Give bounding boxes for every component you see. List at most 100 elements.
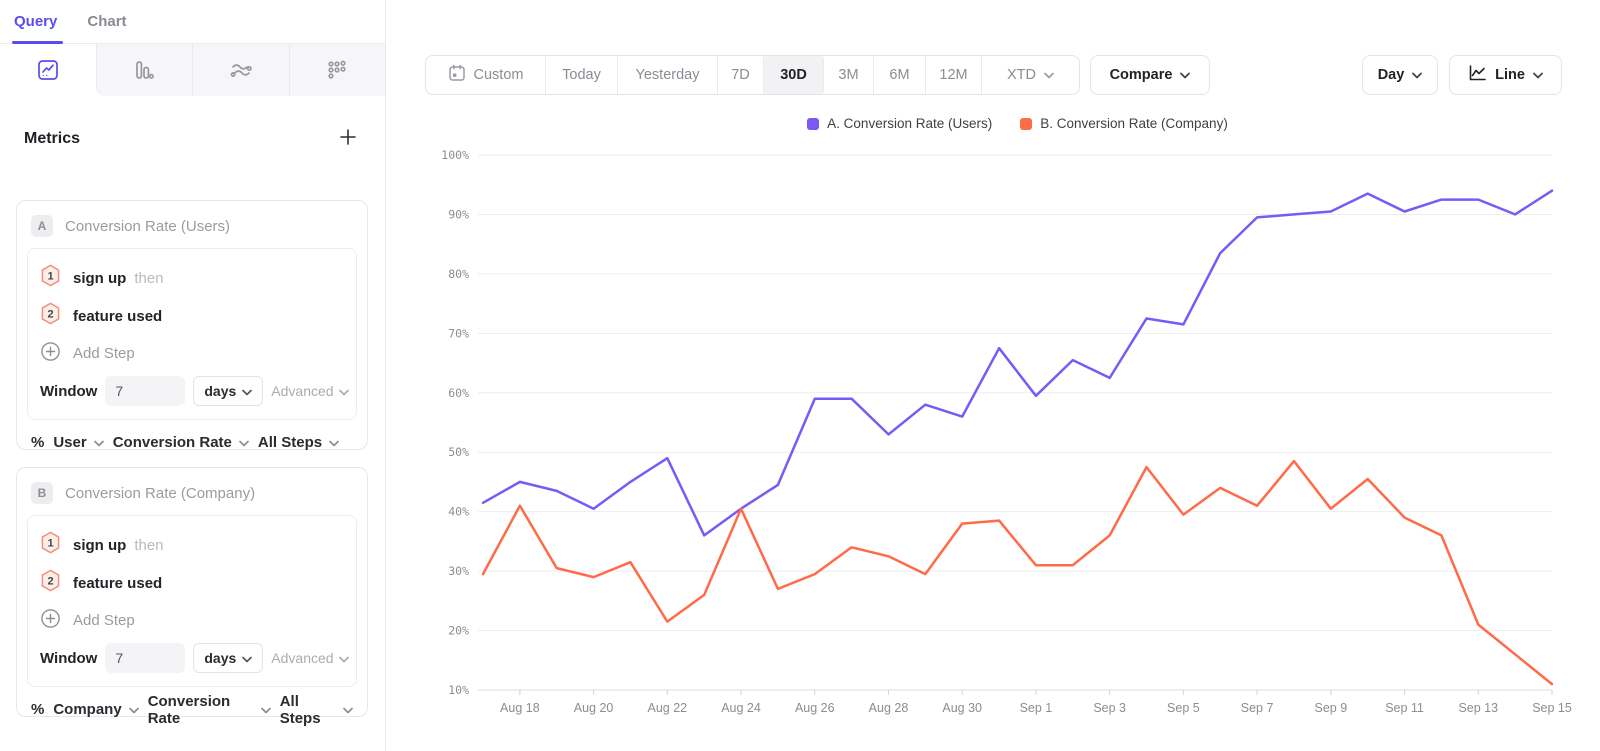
y-axis-tick-label: 10% <box>448 683 469 697</box>
measure-row: % User Conversion Rate All Steps <box>17 420 367 465</box>
window-unit-dropdown[interactable]: days <box>193 643 264 673</box>
svg-text:2: 2 <box>47 575 53 587</box>
line-chart-icon <box>1468 64 1487 86</box>
funnel-step-2[interactable]: 2 feature used <box>40 297 344 335</box>
circle-plus-icon <box>40 341 61 367</box>
percent-icon: % <box>31 701 45 718</box>
measure-entity-dropdown[interactable]: User <box>53 434 104 451</box>
view-tab-funnel[interactable] <box>95 44 192 96</box>
range-yesterday[interactable]: Yesterday <box>618 56 718 94</box>
range-custom[interactable]: Custom <box>426 56 546 94</box>
y-axis-tick-label: 60% <box>448 386 469 400</box>
x-axis-tick-label: Sep 15 <box>1532 701 1572 715</box>
range-30d[interactable]: 30D <box>764 56 824 94</box>
measure-entity-dropdown[interactable]: Company <box>53 701 139 718</box>
svg-text:2: 2 <box>47 308 53 320</box>
legend-label-series-b: B. Conversion Rate (Company) <box>1040 116 1228 131</box>
add-step-button[interactable]: Add Step <box>40 335 344 372</box>
line-chart[interactable]: 100% 90% 80% 70% 60% 50% 40% 30% 20% 10% Aug 18 Aug… <box>385 105 1600 733</box>
add-step-label: Add Step <box>73 612 135 629</box>
legend-item-series-a[interactable]: A. Conversion Rate (Users) <box>807 116 992 131</box>
x-axis-tick-label: Sep 7 <box>1241 701 1274 715</box>
window-value-input[interactable] <box>105 643 186 673</box>
metric-title[interactable]: Conversion Rate (Company) <box>65 484 256 502</box>
measure-metric-dropdown[interactable]: Conversion Rate <box>113 434 249 451</box>
add-metric-button[interactable] <box>337 128 359 150</box>
tab-chart[interactable]: Chart <box>87 13 127 30</box>
range-xtd-dropdown[interactable]: XTD <box>982 56 1079 94</box>
series-line-a[interactable] <box>481 189 1554 537</box>
add-step-label: Add Step <box>73 345 135 362</box>
metric-title[interactable]: Conversion Rate (Users) <box>65 217 231 235</box>
plus-icon <box>339 128 357 151</box>
metric-badge-b: B <box>31 482 53 504</box>
advanced-dropdown[interactable]: Advanced <box>271 383 349 399</box>
metric-badge-a: A <box>31 215 53 237</box>
range-6m[interactable]: 6M <box>874 56 926 94</box>
x-axis-tick-label: Aug 20 <box>574 701 614 715</box>
x-axis-tick-label: Aug 28 <box>869 701 909 715</box>
step-number-badge: 1 <box>40 264 61 292</box>
add-step-button[interactable]: Add Step <box>40 602 344 639</box>
measure-scope-dropdown[interactable]: All Steps <box>280 693 353 727</box>
y-axis-tick-label: 70% <box>448 326 469 340</box>
range-7d[interactable]: 7D <box>718 56 764 94</box>
step-number-badge: 2 <box>40 302 61 330</box>
y-axis-tick-label: 100% <box>441 148 469 162</box>
range-3m[interactable]: 3M <box>824 56 874 94</box>
step-event-name: sign up <box>73 269 127 287</box>
window-label: Window <box>40 382 98 400</box>
x-axis-tick-label: Aug 30 <box>942 701 982 715</box>
compare-button[interactable]: Compare <box>1090 55 1210 95</box>
y-axis-tick-label: 40% <box>448 505 469 519</box>
x-axis-tick-label: Sep 3 <box>1093 701 1126 715</box>
measure-metric-dropdown[interactable]: Conversion Rate <box>148 693 271 727</box>
chart-type-strip <box>0 44 385 96</box>
calendar-icon <box>448 64 466 86</box>
tab-query[interactable]: Query <box>11 0 64 44</box>
metric-card-a: A Conversion Rate (Users) 1 sign up then <box>16 200 368 451</box>
legend-label-series-a: A. Conversion Rate (Users) <box>827 116 993 131</box>
measure-scope-dropdown[interactable]: All Steps <box>258 434 339 451</box>
range-12m[interactable]: 12M <box>926 56 982 94</box>
step-connector-label: then <box>134 536 164 554</box>
funnel-step-1[interactable]: 1 sign up then <box>40 259 344 297</box>
y-axis-tick-label: 80% <box>448 267 469 281</box>
series-line-b[interactable] <box>481 459 1554 686</box>
y-axis-tick-label: 20% <box>448 624 469 638</box>
x-axis-tick-label: Aug 24 <box>721 701 761 715</box>
y-axis-tick-label: 90% <box>448 207 469 221</box>
chart-type-dropdown[interactable]: Line <box>1449 55 1562 95</box>
step-number-badge: 2 <box>40 569 61 597</box>
metrics-heading: Metrics <box>24 130 81 147</box>
series-b-swatch <box>1020 117 1033 130</box>
step-event-name: sign up <box>73 536 127 554</box>
view-tab-trends[interactable] <box>0 44 96 96</box>
view-tab-retention[interactable] <box>288 44 385 96</box>
funnel-step-2[interactable]: 2 feature used <box>40 564 344 602</box>
x-axis-tick-label: Sep 11 <box>1385 701 1424 715</box>
conversion-window-row: Window days Advanced <box>40 372 349 410</box>
view-tab-flow[interactable] <box>192 44 289 96</box>
dots-grid-icon <box>326 59 348 81</box>
sidebar-tab-bar: Query Chart <box>0 0 385 44</box>
chevron-down-icon <box>1044 67 1054 83</box>
steps-box: 1 sign up then 2 feature used <box>27 515 357 687</box>
window-value-input[interactable] <box>105 376 186 406</box>
window-label: Window <box>40 649 98 667</box>
x-axis-tick-label: Sep 5 <box>1167 701 1200 715</box>
chevron-down-icon <box>1180 67 1191 83</box>
chevron-down-icon <box>343 701 353 718</box>
advanced-dropdown[interactable]: Advanced <box>271 650 349 666</box>
step-event-name: feature used <box>73 307 163 325</box>
funnel-step-1[interactable]: 1 sign up then <box>40 526 344 564</box>
granularity-dropdown[interactable]: Day <box>1362 55 1438 95</box>
chevron-down-icon <box>1412 67 1423 83</box>
window-unit-dropdown[interactable]: days <box>193 376 264 406</box>
legend-item-series-b[interactable]: B. Conversion Rate (Company) <box>1020 116 1228 131</box>
trends-line-icon <box>37 59 59 81</box>
flow-icon <box>229 59 253 81</box>
range-today[interactable]: Today <box>546 56 618 94</box>
series-a-swatch <box>807 117 820 130</box>
